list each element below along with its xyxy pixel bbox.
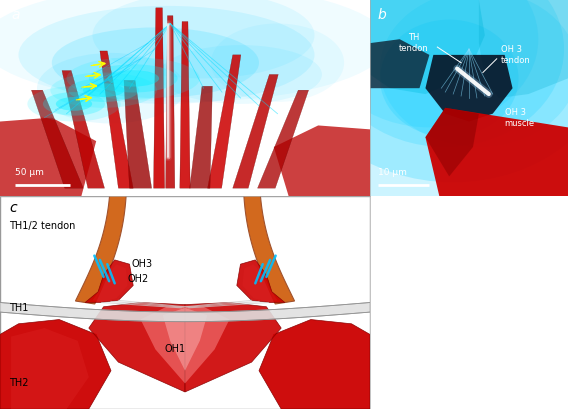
Ellipse shape <box>159 45 322 104</box>
Polygon shape <box>237 260 285 303</box>
Text: OH3: OH3 <box>131 259 152 269</box>
Polygon shape <box>100 51 133 188</box>
Polygon shape <box>244 185 295 304</box>
Polygon shape <box>180 22 190 188</box>
Polygon shape <box>233 74 278 188</box>
Polygon shape <box>141 306 229 384</box>
Polygon shape <box>124 80 152 188</box>
Text: TH1: TH1 <box>9 303 28 313</box>
Polygon shape <box>0 319 111 409</box>
Text: OH1: OH1 <box>165 344 186 354</box>
Text: OH 3
muscle: OH 3 muscle <box>504 108 534 128</box>
Text: TH1/2 tendon: TH1/2 tendon <box>9 221 76 231</box>
Polygon shape <box>425 108 568 196</box>
Ellipse shape <box>66 57 200 99</box>
Text: OH2: OH2 <box>128 274 149 284</box>
Polygon shape <box>166 16 175 188</box>
Polygon shape <box>425 55 512 121</box>
Polygon shape <box>76 185 127 304</box>
Text: a: a <box>11 8 20 22</box>
Text: 50 μm: 50 μm <box>15 169 44 178</box>
Ellipse shape <box>43 92 105 116</box>
Text: TH2: TH2 <box>9 378 29 389</box>
Ellipse shape <box>37 53 185 124</box>
Polygon shape <box>153 8 165 188</box>
Polygon shape <box>0 118 96 196</box>
Ellipse shape <box>327 0 564 147</box>
Ellipse shape <box>380 0 568 147</box>
Polygon shape <box>479 0 568 98</box>
Text: OH 3
tendon: OH 3 tendon <box>500 45 531 65</box>
Ellipse shape <box>0 0 389 102</box>
Ellipse shape <box>93 0 315 79</box>
Text: c: c <box>9 201 17 215</box>
Ellipse shape <box>295 0 568 182</box>
Polygon shape <box>207 55 241 188</box>
Polygon shape <box>259 319 370 409</box>
Ellipse shape <box>52 27 259 98</box>
Polygon shape <box>62 71 105 188</box>
Ellipse shape <box>27 86 120 121</box>
Polygon shape <box>85 260 133 303</box>
Polygon shape <box>243 264 278 301</box>
Ellipse shape <box>19 6 315 104</box>
Ellipse shape <box>380 20 519 137</box>
Ellipse shape <box>211 24 344 102</box>
Polygon shape <box>190 86 212 188</box>
Polygon shape <box>31 90 83 188</box>
Polygon shape <box>370 0 485 94</box>
Text: b: b <box>378 8 387 22</box>
FancyBboxPatch shape <box>1 196 370 409</box>
Polygon shape <box>93 264 128 301</box>
Text: TH
tendon: TH tendon <box>399 33 428 53</box>
Ellipse shape <box>320 0 538 127</box>
Polygon shape <box>257 90 308 188</box>
Ellipse shape <box>83 83 124 97</box>
Polygon shape <box>274 126 370 196</box>
Polygon shape <box>89 303 185 392</box>
Text: 10 μm: 10 μm <box>378 169 407 178</box>
Polygon shape <box>163 308 207 371</box>
Polygon shape <box>11 328 89 409</box>
Ellipse shape <box>56 97 92 111</box>
Polygon shape <box>370 39 429 88</box>
Ellipse shape <box>68 79 139 102</box>
Polygon shape <box>185 303 281 392</box>
Polygon shape <box>425 108 479 176</box>
Ellipse shape <box>51 72 157 108</box>
Ellipse shape <box>261 0 568 216</box>
Ellipse shape <box>107 70 159 87</box>
Ellipse shape <box>89 64 178 92</box>
Polygon shape <box>0 303 370 321</box>
